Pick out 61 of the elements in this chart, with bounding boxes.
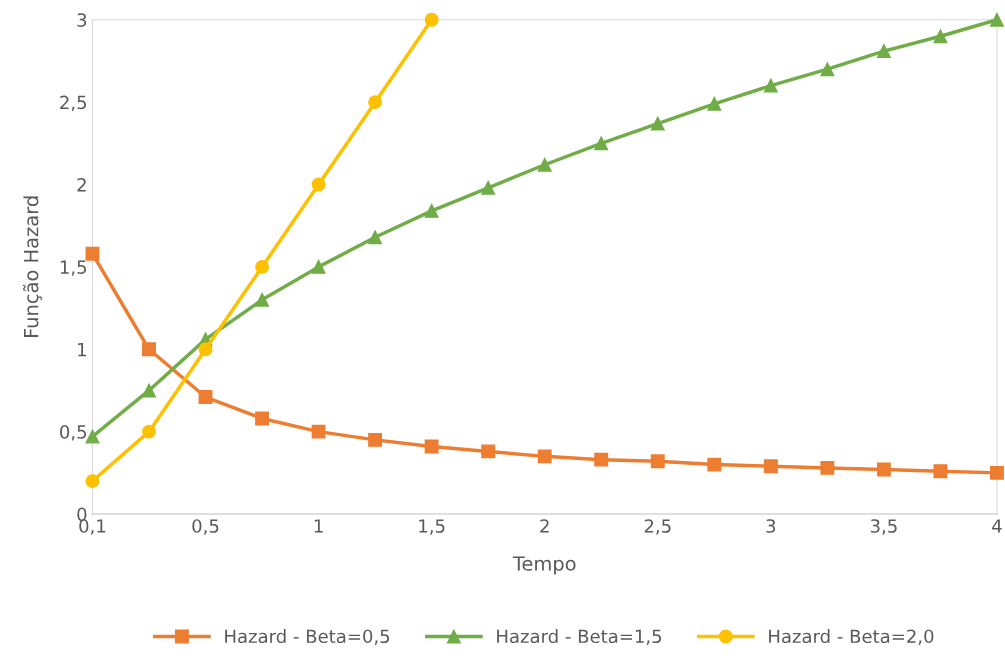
point: [594, 452, 609, 467]
y-tick-label: 3: [77, 13, 87, 27]
x-tick-label: 0,1: [79, 519, 106, 535]
point: [368, 95, 383, 110]
point: [198, 390, 213, 404]
point: [933, 29, 948, 44]
point: [311, 424, 326, 439]
point: [424, 12, 439, 27]
point: [198, 342, 213, 357]
point: [990, 465, 1004, 480]
y-tick-label: 2,5: [60, 95, 87, 112]
point: [85, 246, 100, 261]
y-tick-label: 0: [77, 507, 87, 522]
point: [85, 474, 100, 489]
point: [820, 460, 835, 475]
x-tick-label: 0,5: [192, 519, 219, 535]
legend-label: Hazard - Beta=0,5: [225, 629, 390, 645]
point: [368, 432, 383, 447]
point: [876, 462, 891, 477]
point: [707, 457, 722, 472]
legend-label: Hazard - Beta=2,0: [769, 629, 934, 645]
point: [876, 44, 891, 59]
x-tick-label: 3: [766, 519, 776, 533]
point: [990, 12, 1004, 27]
x-tick-label: 2,5: [644, 519, 671, 535]
point: [142, 424, 156, 439]
point: [933, 464, 948, 479]
point: [311, 177, 326, 192]
point: [368, 230, 383, 245]
y-tick-label: 1,5: [60, 260, 87, 276]
y-tick-label: 1: [78, 342, 86, 357]
point: [537, 157, 552, 172]
point: [255, 292, 269, 307]
y-tick-label: 2: [77, 177, 86, 192]
point: [255, 411, 269, 426]
x-tick-label: 1,5: [419, 519, 445, 535]
x-axis-title: Tempo: [512, 556, 576, 575]
point: [594, 136, 609, 151]
y-tick-label: 0,5: [60, 425, 87, 441]
point: [763, 459, 778, 474]
point: [424, 439, 439, 454]
point: [537, 449, 552, 464]
x-tick-label: 4: [992, 519, 1002, 533]
point: [763, 78, 778, 93]
x-tick-label: 2: [540, 519, 549, 533]
point: [481, 180, 496, 195]
point: [650, 116, 665, 131]
point: [85, 429, 100, 444]
point: [650, 454, 665, 469]
point: [255, 259, 269, 274]
x-tick-label: 1: [314, 519, 323, 533]
point: [424, 203, 439, 218]
y-axis-title: Função Hazard: [23, 196, 42, 338]
point: [820, 62, 835, 77]
point: [311, 259, 326, 274]
point: [481, 444, 496, 459]
x-tick-label: 3,5: [870, 519, 897, 535]
point: [707, 96, 722, 111]
point: [142, 383, 156, 398]
point: [142, 342, 156, 357]
legend-label: Hazard - Beta=1,5: [497, 629, 662, 645]
